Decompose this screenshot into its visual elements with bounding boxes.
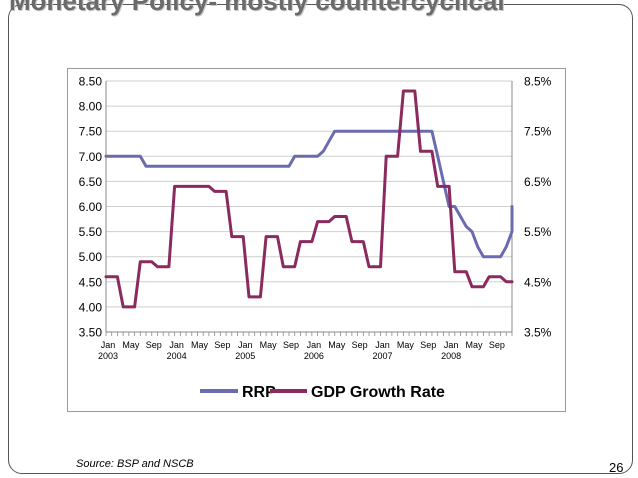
y-left-tick-label: 7.00 — [79, 150, 103, 164]
y-left-tick-label: 4.50 — [79, 275, 103, 289]
series-line-gdp-growth-rate — [104, 89, 514, 309]
x-tick-label: Sep — [489, 340, 505, 350]
y-left-tick-label: 7.50 — [79, 125, 103, 139]
slide-frame — [8, 4, 633, 474]
x-tick-label: Jan — [375, 340, 390, 350]
x-tick-label: Sep — [146, 340, 162, 350]
y-left-tick-label: 4.00 — [79, 300, 103, 314]
x-tick-label: Jan — [307, 340, 322, 350]
x-tick-label: Sep — [214, 340, 230, 350]
legend-label: RRP — [242, 384, 276, 401]
x-year-label: 2007 — [372, 351, 392, 361]
x-tick-label: May — [397, 340, 415, 350]
y-left-tick-label: 8.50 — [79, 75, 103, 89]
slide-title: Monetary Policy- mostly countercyclical — [9, 0, 505, 16]
page-number: 26 — [609, 460, 624, 475]
y-right-tick-label: 8.5% — [524, 75, 552, 89]
y-right-tick-label: 3.5% — [524, 326, 552, 340]
y-right-tick-label: 7.5% — [524, 125, 552, 139]
y-right-tick-label: 5.5% — [524, 225, 552, 239]
x-tick-label: May — [191, 340, 209, 350]
series-line-rrp — [104, 129, 514, 259]
x-tick-label: May — [465, 340, 483, 350]
y-left-tick-label: 8.00 — [79, 100, 103, 114]
y-right-tick-label: 6.5% — [524, 175, 552, 189]
x-tick-label: Sep — [283, 340, 299, 350]
x-tick-label: Sep — [420, 340, 436, 350]
x-tick-label: May — [260, 340, 278, 350]
x-year-label: 2004 — [167, 351, 187, 361]
x-tick-label: Jan — [238, 340, 253, 350]
source-note: Source: BSP and NSCB — [76, 458, 194, 470]
x-tick-label: May — [122, 340, 140, 350]
y-left-tick-label: 5.00 — [79, 250, 103, 264]
legend-label: GDP Growth Rate — [311, 384, 445, 401]
x-tick-label: Jan — [444, 340, 459, 350]
y-right-tick-label: 4.5% — [524, 275, 552, 289]
y-left-tick-label: 6.50 — [79, 175, 103, 189]
y-left-tick-label: 6.00 — [79, 200, 103, 214]
x-tick-label: Jan — [101, 340, 116, 350]
y-left-tick-label: 5.50 — [79, 225, 103, 239]
x-year-label: 2005 — [235, 351, 255, 361]
x-year-label: 2003 — [98, 351, 118, 361]
x-tick-label: May — [328, 340, 346, 350]
y-left-tick-label: 3.50 — [79, 326, 103, 340]
x-year-label: 2006 — [304, 351, 324, 361]
x-tick-label: Sep — [352, 340, 368, 350]
chart-container — [67, 68, 566, 412]
x-tick-label: Jan — [169, 340, 184, 350]
x-year-label: 2008 — [441, 351, 461, 361]
